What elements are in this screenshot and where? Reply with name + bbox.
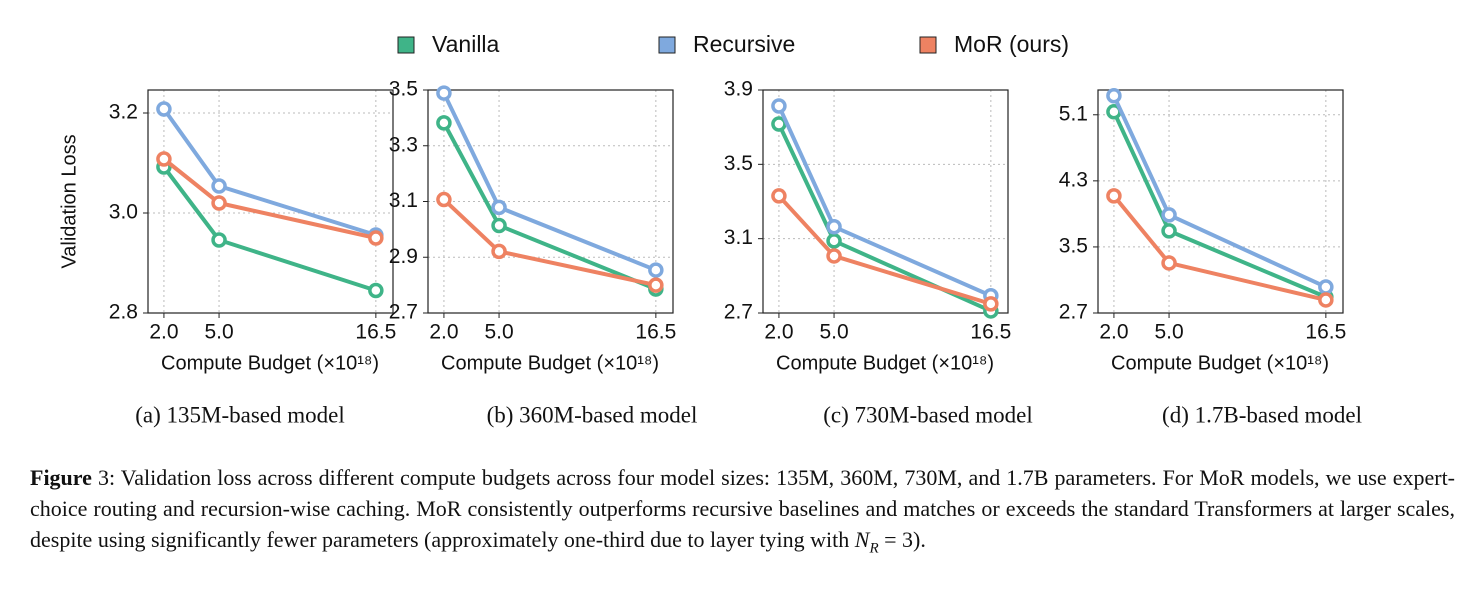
subfigure-caption: (d) 1.7B-based model	[1162, 402, 1362, 427]
y-tick-label: 2.7	[389, 301, 418, 324]
axes-frame	[1097, 89, 1344, 314]
y-tick-label: 5.1	[1059, 102, 1088, 125]
data-point	[1106, 88, 1122, 104]
y-tick-label: 3.1	[389, 189, 418, 212]
y-tick-label: 2.8	[109, 301, 138, 324]
axes-frame	[762, 89, 1009, 314]
data-point	[436, 115, 452, 131]
y-tick-label: 2.7	[1059, 301, 1088, 324]
data-point	[648, 277, 664, 293]
x-tick-label: 5.0	[1154, 321, 1183, 344]
x-tick-label: 16.5	[635, 321, 676, 344]
data-point	[1161, 223, 1177, 239]
x-tick-label: 16.5	[355, 321, 396, 344]
data-point	[156, 151, 172, 167]
x-tick-label: 5.0	[819, 321, 848, 344]
series-line	[777, 105, 992, 298]
x-tick-label: 2.0	[429, 321, 458, 344]
x-tick-label: 5.0	[484, 321, 513, 344]
data-point	[491, 243, 507, 260]
legend-label: MoR (ours)	[954, 31, 1069, 57]
data-point	[1161, 207, 1177, 223]
data-point	[491, 217, 507, 234]
data-point	[1318, 279, 1334, 295]
caption-math: N	[854, 527, 870, 552]
caption-label: Figure	[30, 465, 92, 490]
caption-end: ).	[913, 527, 926, 552]
y-tick-label: 3.5	[389, 78, 418, 101]
caption-text: 3: Validation loss across different comp…	[30, 465, 1456, 552]
series-line	[442, 198, 657, 288]
data-point	[491, 199, 507, 216]
caption-math-rest: = 3	[878, 527, 914, 552]
x-tick-label: 2.0	[764, 321, 793, 344]
x-axis-label: Compute Budget (×10¹⁸)	[441, 352, 659, 374]
x-tick-label: 2.0	[1099, 321, 1128, 344]
data-point	[211, 195, 227, 211]
y-axis-label: Validation Loss	[58, 134, 80, 268]
data-point	[826, 233, 842, 249]
y-tick-label: 4.3	[1059, 168, 1088, 191]
y-tick-label: 3.2	[109, 101, 138, 124]
figure-caption: Figure 3: Validation loss across differe…	[30, 462, 1455, 564]
data-point	[436, 85, 452, 101]
data-point	[368, 282, 384, 299]
data-point	[826, 219, 842, 235]
subfigure-caption: (b) 360M-based model	[487, 402, 698, 427]
legend-label: Vanilla	[432, 31, 500, 57]
caption-math-sub: R	[869, 540, 879, 557]
data-point	[1161, 255, 1177, 271]
x-axis-label: Compute Budget (×10¹⁸)	[776, 352, 994, 374]
y-tick-label: 3.5	[724, 152, 753, 175]
data-point	[368, 230, 384, 246]
data-point	[771, 188, 787, 204]
data-point	[983, 296, 999, 312]
series-line	[1112, 94, 1327, 289]
x-axis-label: Compute Budget (×10¹⁸)	[1111, 352, 1329, 374]
y-tick-label: 3.0	[109, 201, 138, 224]
axes-frame	[147, 89, 394, 314]
y-tick-label: 3.3	[389, 133, 418, 156]
legend-label: Recursive	[693, 31, 795, 57]
data-point	[771, 98, 787, 114]
series-line	[1112, 110, 1327, 299]
data-point	[156, 101, 172, 117]
legend-swatch	[397, 36, 415, 54]
legend-swatch	[658, 36, 676, 54]
subfigure-caption: (c) 730M-based model	[823, 402, 1033, 427]
data-point	[436, 191, 452, 208]
axes-frame	[427, 89, 674, 314]
legend-swatch	[919, 36, 937, 54]
x-axis-label: Compute Budget (×10¹⁸)	[161, 352, 379, 374]
y-tick-label: 3.5	[1059, 234, 1088, 257]
data-point	[211, 232, 227, 248]
y-tick-label: 3.9	[724, 78, 753, 101]
data-point	[1106, 188, 1122, 204]
data-point	[211, 178, 227, 194]
data-point	[648, 262, 664, 278]
y-tick-label: 2.7	[724, 301, 753, 324]
x-tick-label: 16.5	[1305, 321, 1346, 344]
data-point	[771, 116, 787, 132]
data-point	[1318, 292, 1334, 308]
y-tick-label: 3.1	[724, 226, 753, 249]
x-tick-label: 16.5	[970, 321, 1011, 344]
figure: Vanilla Recursive MoR (ours) 2.8 3.0 3.2 2.0 5.…	[58, 31, 1362, 427]
x-tick-label: 2.0	[149, 321, 178, 344]
y-tick-label: 2.9	[389, 245, 418, 268]
subfigure-caption: (a) 135M-based model	[135, 402, 345, 427]
data-point	[826, 248, 842, 264]
x-tick-label: 5.0	[204, 321, 233, 344]
